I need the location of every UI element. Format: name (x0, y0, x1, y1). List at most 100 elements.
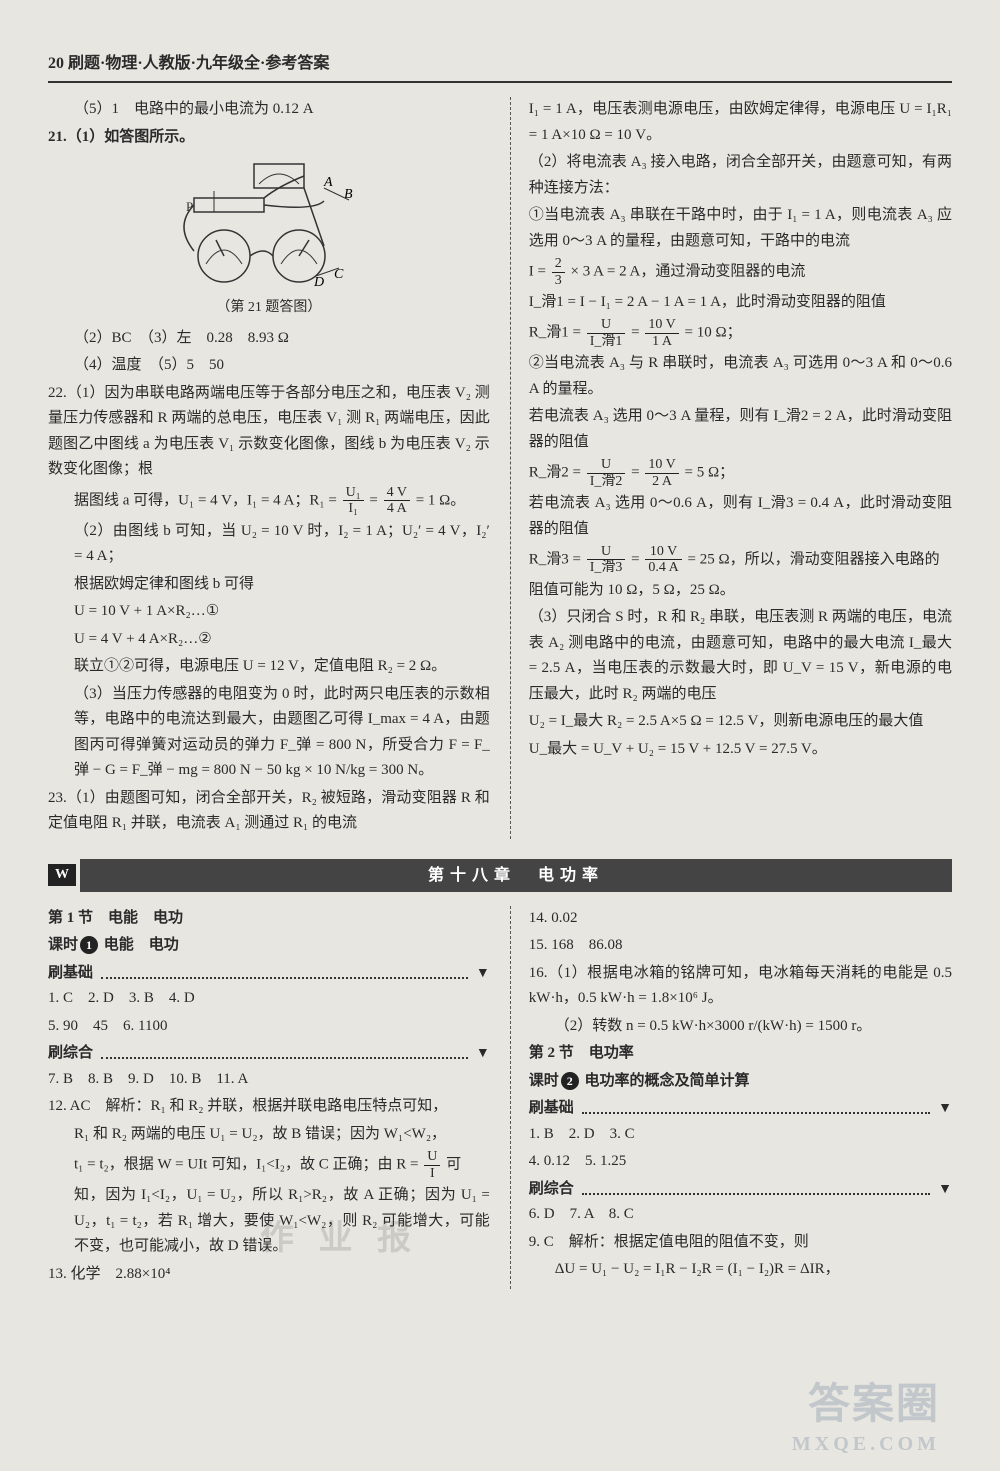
line: 16.（1）根据电冰箱的铭牌可知，电冰箱每天消耗的电能是 0.5 kW·h，0.… (529, 961, 952, 1012)
text: R_滑2 = (529, 465, 585, 481)
line: （2）将电流表 A₃ 接入电路，闭合全部开关，由题意可知，有两种连接方法： (529, 150, 952, 201)
line: R₁ 和 R₂ 两端的电压 U₁ = U₂，故 B 错误；因为 W₁<W₂， (48, 1122, 490, 1148)
line: 4. 0.12 5. 1.25 (529, 1149, 952, 1175)
bottom-columns: 第 1 节 电能 电功 课时1 电能 电功 刷基础 ▼ 1. C 2. D 3.… (48, 906, 952, 1289)
bottom-right-col: 14. 0.02 15. 168 86.08 16.（1）根据电冰箱的铭牌可知，… (510, 906, 952, 1289)
line: U₂ = I_最大 R₂ = 2.5 A×5 Ω = 12.5 V，则新电源电压… (529, 709, 952, 735)
top-right-col: I₁ = 1 A，电压表测电源电压，由欧姆定律得，电源电压 U = I₁R₁ =… (510, 97, 952, 839)
fraction: 4 V4 A (384, 485, 410, 517)
text: 电能 电功 (104, 937, 179, 953)
line: 7. B 8. B 9. D 10. B 11. A (48, 1067, 490, 1093)
line: ①当电流表 A₃ 串联在干路中时，由于 I₁ = 1 A，则电流表 A₃ 应选用… (529, 203, 952, 254)
line: 根据欧姆定律和图线 b 可得 (48, 572, 490, 598)
line: ΔU = U₁ − U₂ = I₁R − I₂R = (I₁ − I₂)R = … (529, 1257, 952, 1283)
text: = 10 Ω； (685, 325, 742, 341)
subsection-row: 刷综合 ▼ (48, 1041, 490, 1067)
fraction: UI (424, 1149, 440, 1181)
line: 23.（1）由题图可知，闭合全部开关，R₂ 被短路，滑动变阻器 R 和定值电阻 … (48, 786, 490, 837)
line: 1. B 2. D 3. C (529, 1122, 952, 1148)
line: 21.（1）如答图所示。 (48, 125, 490, 151)
dot-leader (101, 969, 468, 979)
dot-leader (582, 1185, 930, 1195)
lesson-title: 课时2 电功率的概念及简单计算 (529, 1069, 952, 1095)
line: 9. C 解析：根据定值电阻的阻值不变，则 (529, 1230, 952, 1256)
line: t₁ = t₂，根据 W = UIt 可知，I₁<I₂，故 C 正确；由 R =… (48, 1149, 490, 1181)
line: 14. 0.02 (529, 906, 952, 932)
line: （3）只闭合 S 时，R 和 R₂ 串联，电压表测 R 两端的电压，电流表 A₂… (529, 605, 952, 707)
line: 若电流表 A₃ 选用 0～0.6 A，则有 I_滑3 = 0.4 A，此时滑动变… (529, 491, 952, 542)
top-left-col: （5）1 电路中的最小电流为 0.12 A 21.（1）如答图所示。 P (48, 97, 490, 839)
subsection-label: 刷综合 (529, 1177, 574, 1203)
text: = 1 Ω。 (416, 492, 466, 508)
line: 13. 化学 2.88×10⁴ (48, 1262, 490, 1288)
line: （2）BC （3）左 0.28 8.93 Ω (48, 326, 490, 352)
line: I₁ = 1 A，电压表测电源电压，由欧姆定律得，电源电压 U = I₁R₁ =… (529, 97, 952, 148)
section-title: 第 2 节 电功率 (529, 1041, 952, 1067)
text: 课时 (48, 937, 78, 953)
fig-caption: （第 21 题答图） (48, 296, 490, 320)
chapter-title: 第十八章 电功率 (80, 859, 952, 892)
lesson-title: 课时1 电能 电功 (48, 933, 490, 959)
fraction: 10 V0.4 A (645, 544, 681, 576)
line: 知，因为 I₁<I₂，U₁ = U₂，所以 R₁>R₂，故 A 正确；因为 U₁… (48, 1183, 490, 1260)
fraction: 10 V1 A (645, 317, 678, 349)
line: 5. 90 45 6. 1100 (48, 1014, 490, 1040)
line: （4）温度 （5）5 50 (48, 353, 490, 379)
line: 12. AC 解析：R₁ 和 R₂ 并联，根据并联电路电压特点可知， (48, 1094, 490, 1120)
top-columns: （5）1 电路中的最小电流为 0.12 A 21.（1）如答图所示。 P (48, 97, 952, 839)
fraction: UI_滑2 (587, 457, 626, 489)
text: × 3 A = 2 A，通过滑动变阻器的电流 (571, 264, 806, 280)
fraction: 10 V2 A (645, 457, 678, 489)
dot-leader (582, 1104, 930, 1114)
line: R_滑2 = UI_滑2 = 10 V2 A = 5 Ω； (529, 457, 952, 489)
watermark-url: MXQE.COM (792, 1427, 940, 1461)
subsection-row: 刷综合 ▼ (529, 1177, 952, 1203)
subsection-row: 刷基础 ▼ (529, 1096, 952, 1122)
line: （5）1 电路中的最小电流为 0.12 A (48, 97, 490, 123)
text: 据图线 a 可得，U₁ = 4 V，I₁ = 4 A；R₁ = (74, 492, 337, 508)
bottom-left-col: 第 1 节 电能 电功 课时1 电能 电功 刷基础 ▼ 1. C 2. D 3.… (48, 906, 490, 1289)
line: （2）转数 n = 0.5 kW·h×3000 r/(kW·h) = 1500 … (529, 1014, 952, 1040)
page-header: 20 刷题·物理·人教版·九年级全·参考答案 (48, 50, 952, 83)
text: t₁ = t₂，根据 W = UIt 可知，I₁<I₂，故 C 正确；由 R = (74, 1157, 418, 1173)
line: （2）由图线 b 可知，当 U₂ = 10 V 时，I₂ = 1 A；U₂′ =… (48, 519, 490, 570)
line: 1. C 2. D 3. B 4. D (48, 986, 490, 1012)
triangle-icon: ▼ (938, 1097, 952, 1121)
line: I_滑1 = I − I₁ = 2 A − 1 A = 1 A，此时滑动变阻器的… (529, 290, 952, 316)
text: 可 (446, 1157, 461, 1173)
line: 6. D 7. A 8. C (529, 1202, 952, 1228)
subsection-row: 刷基础 ▼ (48, 961, 490, 987)
text: 电功率的概念及简单计算 (585, 1073, 750, 1089)
text: = 25 Ω，所以，滑动变阻器接入电路的 (687, 551, 939, 567)
line: U_最大 = U_V + U₂ = 15 V + 12.5 V = 27.5 V… (529, 737, 952, 763)
line: 若电流表 A₃ 选用 0～3 A 量程，则有 I_滑2 = 2 A，此时滑动变阻… (529, 404, 952, 455)
text: I = (529, 264, 550, 280)
text: R_滑1 = (529, 325, 585, 341)
triangle-icon: ▼ (476, 962, 490, 986)
line: 阻值可能为 10 Ω，5 Ω，25 Ω。 (529, 578, 952, 604)
line: R_滑1 = UI_滑1 = 10 V1 A = 10 Ω； (529, 317, 952, 349)
triangle-icon: ▼ (476, 1042, 490, 1066)
line: 联立①②可得，电源电压 U = 12 V，定值电阻 R₂ = 2 Ω。 (48, 654, 490, 680)
text: R_滑3 = (529, 551, 585, 567)
dot-leader (101, 1049, 468, 1059)
svg-text:D: D (313, 275, 324, 290)
lesson-number-icon: 2 (561, 1072, 579, 1090)
fraction: U₁I₁ (343, 485, 364, 517)
subsection-label: 刷基础 (48, 961, 93, 987)
fraction: UI_滑3 (587, 544, 626, 576)
text: 课时 (529, 1073, 559, 1089)
line: I = 23 × 3 A = 2 A，通过滑动变阻器的电流 (529, 256, 952, 288)
subsection-label: 刷基础 (529, 1096, 574, 1122)
section-title: 第 1 节 电能 电功 (48, 906, 490, 932)
line: 据图线 a 可得，U₁ = 4 V，I₁ = 4 A；R₁ = U₁I₁ = 4… (48, 485, 490, 517)
line: （3）当压力传感器的电阻变为 0 时，此时两只电压表的示数相等，电路中的电流达到… (48, 682, 490, 784)
subsection-label: 刷综合 (48, 1041, 93, 1067)
line: ②当电流表 A₃ 与 R 串联时，电流表 A₃ 可选用 0～3 A 和 0～0.… (529, 351, 952, 402)
line: R_滑3 = UI_滑3 = 10 V0.4 A = 25 Ω，所以，滑动变阻器… (529, 544, 952, 576)
line: 15. 168 86.08 (529, 933, 952, 959)
fraction: UI_滑1 (587, 317, 626, 349)
lesson-number-icon: 1 (80, 936, 98, 954)
q21-figure: P A B D (48, 156, 490, 320)
chapter-logo-icon: W (48, 864, 76, 886)
